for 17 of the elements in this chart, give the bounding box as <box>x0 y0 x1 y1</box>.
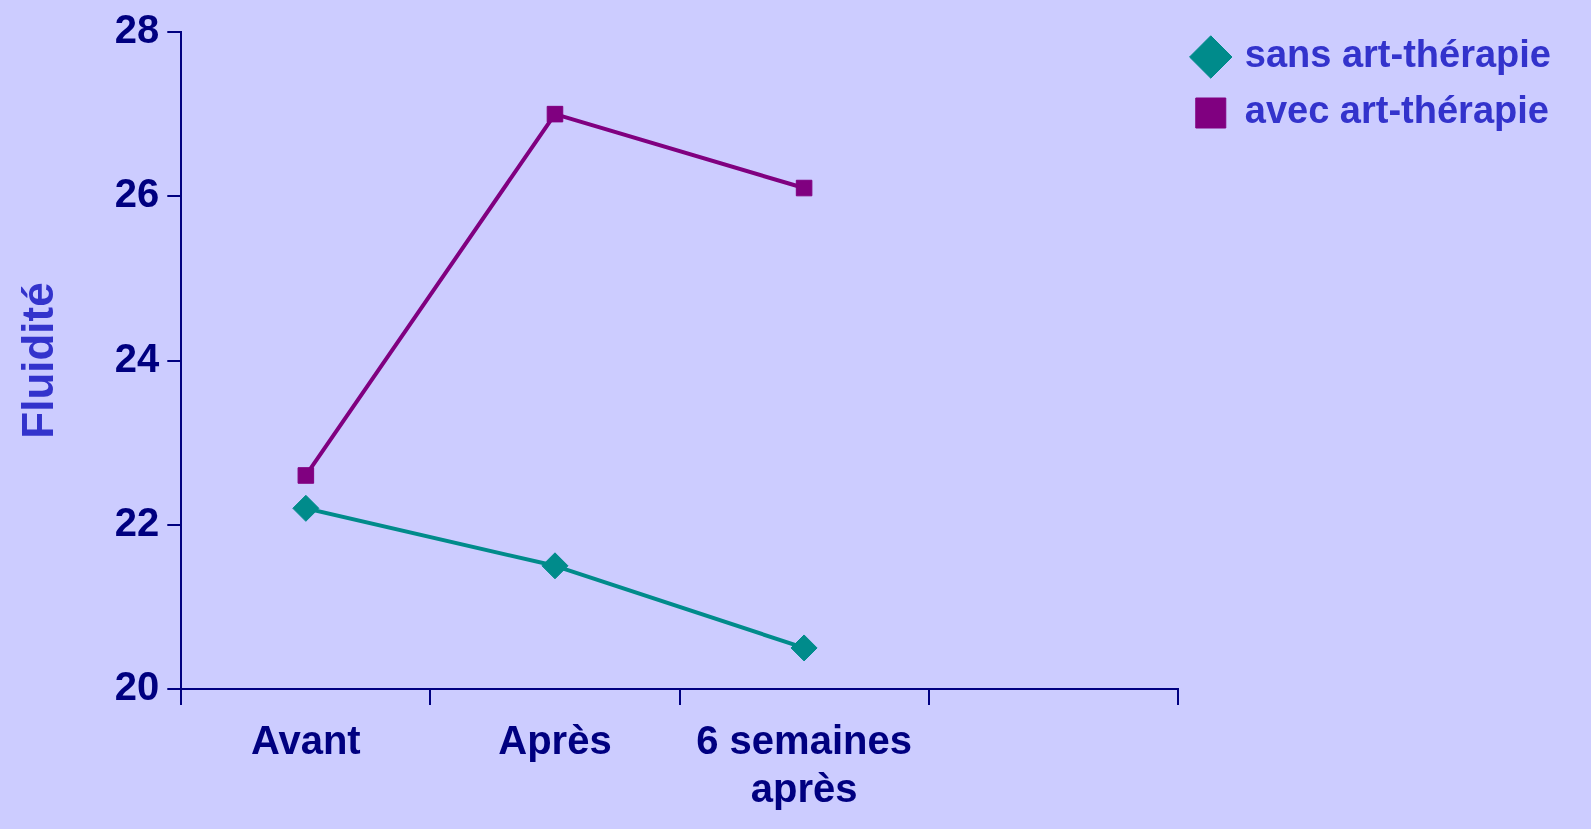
y-tick-label: 24 <box>114 335 161 380</box>
point <box>795 179 813 197</box>
x-tick-label: Avant <box>251 718 361 763</box>
y-axis-title: Fluidité <box>12 282 62 439</box>
y-tick-label: 28 <box>114 7 160 52</box>
x-tick-label: 6 semaines après <box>696 718 912 811</box>
y-tick-label: 22 <box>114 499 160 544</box>
point <box>292 494 320 522</box>
point <box>546 105 564 123</box>
legend-label: avec art-thérapie <box>1244 89 1549 132</box>
y-tick-label: 26 <box>114 171 160 216</box>
y-tick-label: 20 <box>114 664 160 709</box>
x-tick-label: Après <box>498 718 612 763</box>
legend-label: sans art-thérapie <box>1244 33 1552 76</box>
point <box>541 552 569 580</box>
point <box>297 467 315 484</box>
point <box>790 634 818 662</box>
